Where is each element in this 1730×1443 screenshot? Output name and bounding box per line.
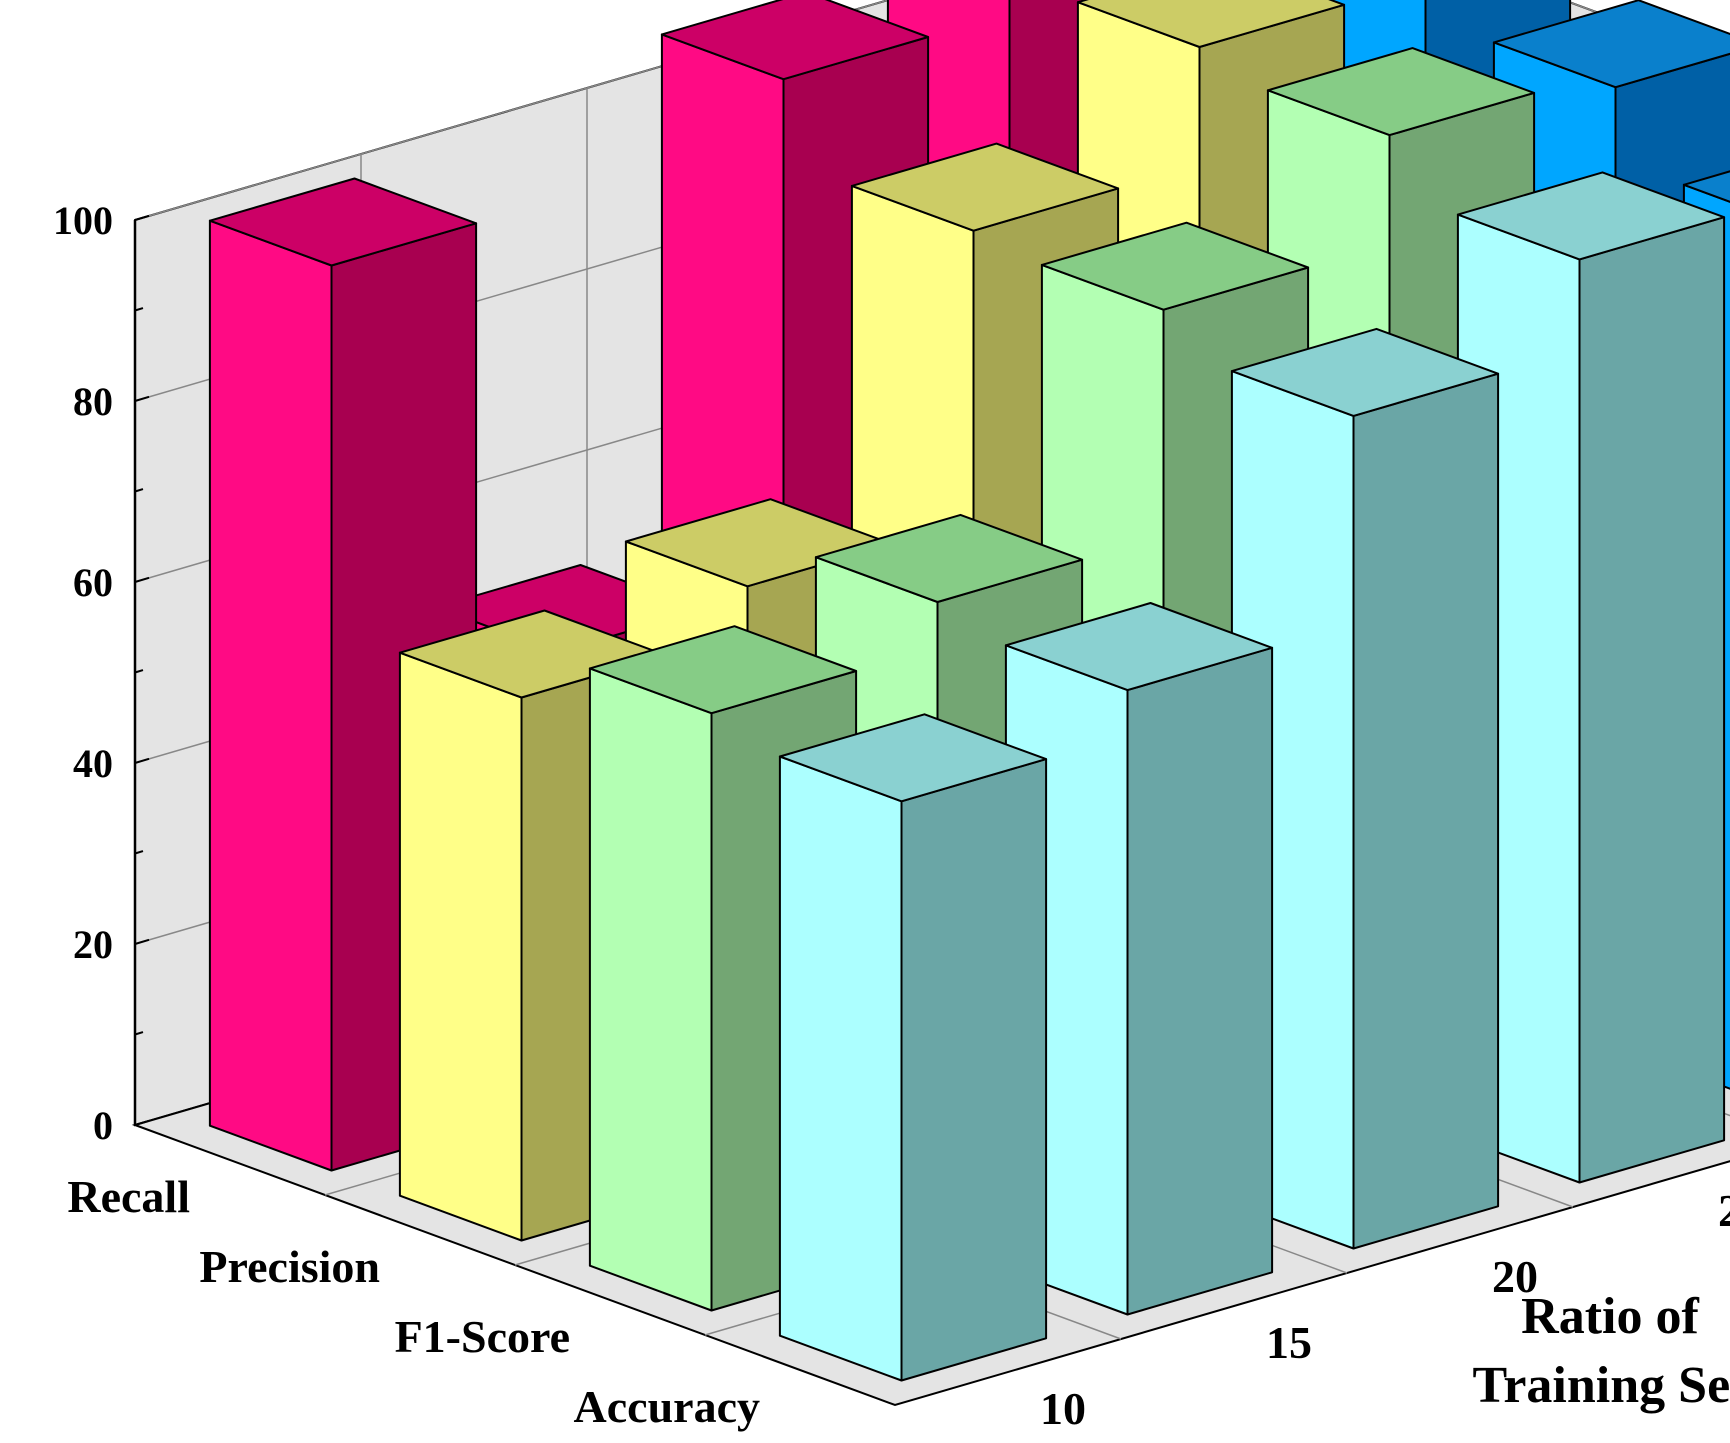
bar-top-face (208, 177, 478, 267)
z-tick-label: 60 (73, 560, 113, 605)
bar-top-face (1004, 602, 1274, 692)
z-tick-label: 0 (93, 1103, 113, 1148)
bar-side-face (1352, 372, 1500, 1250)
bar-top-face (1682, 170, 1730, 203)
x-axis-title-line-1: Ratio of (1521, 1288, 1699, 1345)
ratio-tick-label: 20 (1492, 1251, 1538, 1302)
category-label-precision: Precision (199, 1241, 380, 1292)
bar-side-face (1126, 646, 1274, 1316)
bar-front-face (588, 667, 713, 1312)
bar-top-face (778, 713, 1048, 803)
z-tick (134, 1119, 150, 1126)
z-tick-label: 100 (53, 198, 113, 243)
z-tick (134, 1031, 144, 1036)
chart-bars (208, 0, 1730, 1382)
z-tick (134, 576, 150, 583)
z-tick (134, 307, 144, 312)
bar-front-face (778, 755, 903, 1382)
bar-accuracy-10 (778, 713, 1048, 1382)
ratio-tick-label: 10 (1040, 1383, 1086, 1434)
z-gridline (134, 0, 1730, 221)
category-label-recall: Recall (67, 1171, 190, 1222)
bar-top-face (1456, 171, 1726, 261)
z-tick (134, 214, 150, 221)
bar-top-face (660, 0, 930, 81)
bar-front-face (398, 651, 523, 1242)
ratio-tick-label: 15 (1266, 1317, 1312, 1368)
z-tick (134, 938, 150, 945)
bar-side-face (900, 758, 1048, 1382)
bar-top-face (850, 142, 1120, 232)
chart-labels: Ratio of Training Set 0 20 40 60 80 100 Recall… (53, 198, 1730, 1434)
bar-front-face (208, 219, 333, 1172)
z-tick (134, 850, 144, 855)
bar-top-face (1040, 221, 1310, 311)
bar-top-face (588, 625, 858, 715)
bar-top-face (814, 513, 1084, 603)
category-label-accuracy: Accuracy (574, 1381, 760, 1432)
z-tick-label: 20 (73, 922, 113, 967)
bar-top-face (1076, 0, 1346, 48)
z-tick (134, 488, 144, 493)
bar-top-face (1266, 47, 1536, 137)
x-axis-title-line-2: Training Set (1473, 1357, 1730, 1414)
category-label-f1-score: F1-Score (395, 1311, 570, 1362)
bar-side-face (1578, 216, 1726, 1184)
z-tick (134, 757, 150, 764)
z-tick-label: 40 (73, 741, 113, 786)
z-tick (134, 395, 150, 402)
z-tick-label: 80 (73, 379, 113, 424)
z-tick (134, 669, 144, 674)
ratio-tick-label: 25 (1718, 1185, 1730, 1236)
bar-top-face (1492, 0, 1730, 89)
bar-top-face (1230, 327, 1500, 417)
